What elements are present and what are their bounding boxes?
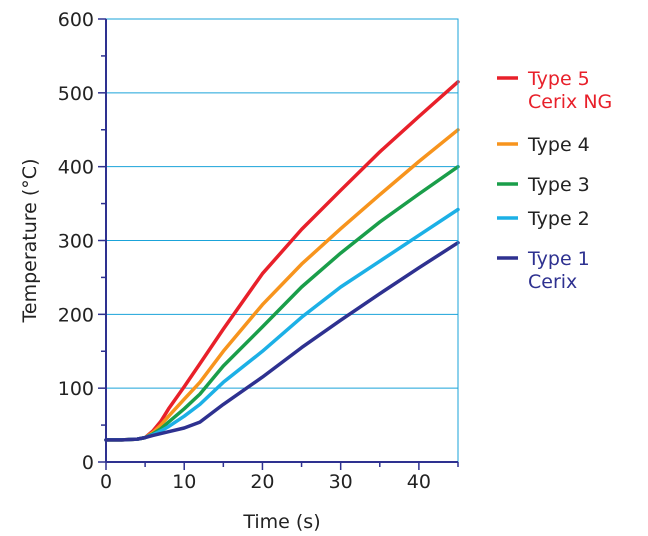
series-lines bbox=[104, 80, 460, 442]
x-tick-label: 20 bbox=[250, 471, 274, 493]
series-line-5 bbox=[104, 240, 460, 442]
y-tick-label: 200 bbox=[58, 304, 94, 326]
legend: Type 5 Cerix NG Type 4 Type 3 Type 2 Type 1 Ce… bbox=[497, 68, 612, 293]
tick-labels: 0 100 200 300 400 500 600 0 10 20 30 40 bbox=[58, 9, 459, 493]
x-tick-label: 0 bbox=[100, 471, 112, 493]
legend-label-2: Type 4 bbox=[527, 134, 590, 156]
y-tick-label: 500 bbox=[58, 83, 94, 105]
legend-label-3: Type 3 bbox=[527, 174, 590, 196]
legend-label-4: Type 2 bbox=[527, 208, 590, 230]
series-line-2 bbox=[104, 128, 460, 442]
series-line-4 bbox=[104, 207, 460, 442]
x-tick-label: 30 bbox=[329, 471, 353, 493]
y-axis-title: Temperature (°C) bbox=[19, 159, 41, 324]
series-line-3 bbox=[104, 164, 460, 442]
legend-label-1: Type 5 Cerix NG bbox=[527, 68, 612, 113]
y-tick-label: 0 bbox=[82, 452, 94, 474]
y-tick-label: 600 bbox=[58, 9, 94, 31]
y-tick-label: 300 bbox=[58, 231, 94, 253]
legend-label-5: Type 1 Cerix bbox=[527, 248, 590, 293]
x-tick-label: 40 bbox=[407, 471, 431, 493]
x-axis-title: Time (s) bbox=[242, 511, 320, 533]
y-tick-label: 100 bbox=[58, 378, 94, 400]
series-line-1 bbox=[104, 80, 460, 442]
y-tick-label: 400 bbox=[58, 157, 94, 179]
x-tick-label: 10 bbox=[172, 471, 196, 493]
